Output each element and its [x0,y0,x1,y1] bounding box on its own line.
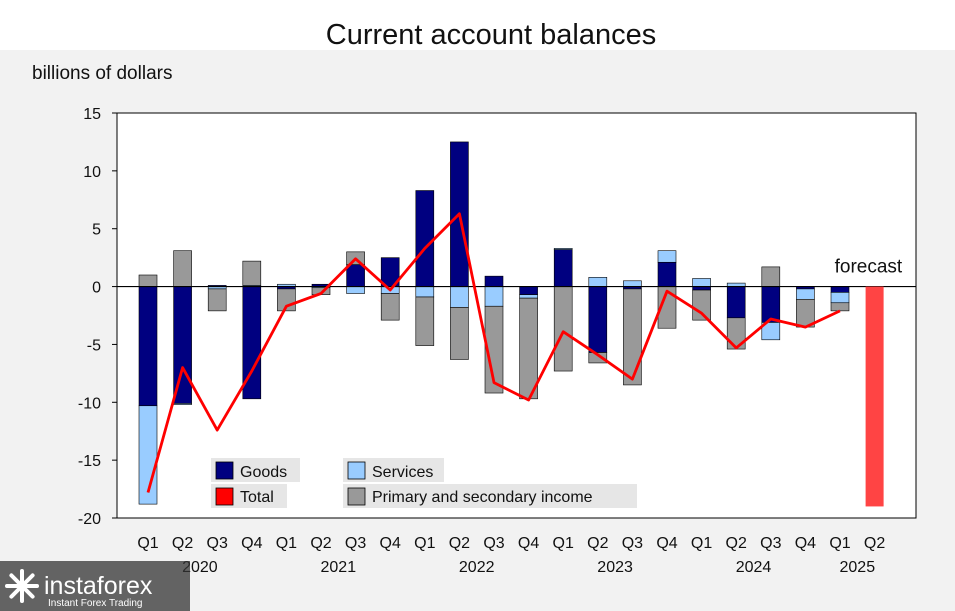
bar-income-10 [484,305,504,394]
bar-services-1 [173,403,192,405]
bar-services-12 [553,248,573,250]
legend-label-goods: Goods [240,464,287,481]
x-tick-label: Q3 [622,535,643,552]
x-tick-label: Q2 [449,535,470,552]
x-tick-label: Q3 [760,535,781,552]
bar-goods-18 [761,286,781,323]
bar-income-14 [623,288,642,386]
bar-income-3 [242,260,262,286]
bar-income-20 [830,302,850,312]
bar-goods-17 [726,286,746,319]
x-tick-label: Q2 [172,535,193,552]
bar-income-9 [450,307,469,360]
legend-label-total: Total [240,489,274,506]
bar-services-14 [623,280,642,287]
y-axis-unit-label: billions of dollars [32,63,172,84]
bar-income-1 [173,250,192,287]
bar-goods-0 [138,286,158,407]
x-tick-label: Q1 [691,535,712,552]
x-tick-label: Q1 [553,535,574,552]
year-label: 2021 [321,559,357,576]
bar-services-20 [830,292,850,304]
x-tick-label: Q1 [414,535,435,552]
x-tick-label: Q3 [483,535,504,552]
y-tick-label: -5 [87,337,101,354]
x-tick-label: Q1 [276,535,297,552]
chart-title: Current account balances [326,19,656,51]
bar-income-16 [692,289,711,321]
bar-goods-10 [484,275,504,287]
bar-goods-8 [415,190,435,287]
y-tick-label: 10 [83,164,101,181]
bar-services-8 [415,286,435,298]
bar-income-12 [553,286,573,372]
y-tick-label: -20 [78,511,101,528]
bar-services-9 [450,286,469,308]
forecast-bar [865,286,884,507]
bar-goods-6 [346,264,365,287]
y-tick-label: 15 [83,106,101,123]
legend-item-income-bg [343,484,637,508]
x-tick-label: Q2 [726,535,747,552]
watermark-brand: instaforex [44,572,153,600]
y-tick-label: -10 [78,395,101,412]
forecast-label: forecast [835,257,903,278]
x-tick-label: Q1 [829,535,850,552]
bar-income-2 [207,288,227,312]
x-tick-label: Q3 [207,535,228,552]
bar-services-10 [484,286,504,307]
bar-goods-11 [519,286,538,295]
x-tick-label: Q3 [345,535,366,552]
bar-services-16 [692,278,711,287]
x-tick-label: Q2 [587,535,608,552]
y-tick-label: 0 [92,280,101,297]
bar-services-19 [796,288,815,300]
x-tick-label: Q4 [795,535,816,552]
watermark-tagline: Instant Forex Trading [48,598,143,609]
bar-services-15 [657,250,677,263]
bar-income-13 [588,352,608,364]
bar-income-18 [761,266,781,287]
y-tick-label: 5 [92,222,101,239]
bar-income-8 [415,296,435,346]
x-tick-label: Q4 [518,535,539,552]
x-tick-label: Q2 [310,535,331,552]
bar-income-0 [138,274,158,287]
bar-income-11 [519,297,538,400]
x-tick-label: Q1 [137,535,158,552]
legend-swatch-services [347,461,366,480]
legend-swatch-goods [215,461,234,480]
bar-goods-12 [553,249,573,287]
bar-income-7 [380,293,400,321]
legend-swatch-total [215,487,234,506]
bar-services-13 [588,277,608,287]
year-label: 2020 [182,559,218,576]
legend-label-services: Services [372,464,433,481]
x-tick-label: Q2 [864,535,885,552]
year-label: 2025 [840,559,876,576]
bar-services-11 [519,294,538,299]
x-tick-label: Q4 [656,535,677,552]
instaforex-logo-icon [5,569,39,603]
x-tick-label: Q4 [380,535,401,552]
year-label: 2023 [597,559,633,576]
bar-goods-20 [830,286,850,293]
instaforex-watermark: instaforex Instant Forex Trading [0,561,190,611]
y-tick-label: -15 [78,453,101,470]
bar-services-6 [346,286,365,294]
bar-goods-13 [588,286,608,353]
legend-swatch-income [347,487,366,506]
bar-services-18 [761,322,781,341]
legend: Goods Total Services Primary and seconda… [211,458,637,508]
x-tick-label: Q4 [241,535,262,552]
year-label: 2024 [736,559,772,576]
title-band [0,0,955,50]
legend-label-income: Primary and secondary income [372,489,593,506]
bar-goods-15 [657,261,677,287]
total-line [146,212,841,493]
year-label: 2022 [459,559,495,576]
